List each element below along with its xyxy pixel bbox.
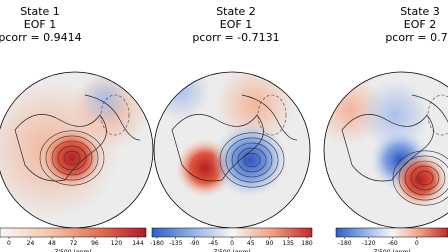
contour bbox=[410, 165, 440, 191]
panel-title: pcorr = 0.9414 bbox=[0, 31, 82, 44]
colorbar-tick-label: -60 bbox=[388, 240, 398, 247]
contour bbox=[225, 137, 279, 183]
contour bbox=[51, 140, 93, 176]
anomaly bbox=[40, 126, 104, 190]
contour bbox=[63, 150, 81, 166]
colorbar-tick-label: 90 bbox=[266, 240, 274, 247]
contour bbox=[57, 145, 87, 171]
colorbar-tick-label: 144 bbox=[132, 240, 144, 247]
panel-title: State 1 bbox=[20, 5, 60, 18]
coastline bbox=[241, 94, 298, 141]
map bbox=[0, 72, 153, 228]
colorbar-tick-label: -135 bbox=[169, 240, 183, 247]
colorbar-tick-label: -120 bbox=[362, 240, 376, 247]
colorbar-tick-label: 0 bbox=[7, 240, 11, 247]
anomaly bbox=[392, 152, 448, 208]
coastline bbox=[84, 94, 141, 141]
colorbar-tick-label: -90 bbox=[190, 240, 200, 247]
map bbox=[154, 72, 310, 228]
colorbar bbox=[0, 227, 147, 238]
contour bbox=[231, 142, 273, 178]
coastline bbox=[171, 114, 264, 182]
contour bbox=[398, 155, 448, 201]
colorbar-tick-label: 180 bbox=[301, 240, 313, 247]
coastline bbox=[411, 94, 448, 141]
colorbar-tick-label: 45 bbox=[247, 240, 255, 247]
contour-dashed bbox=[257, 94, 287, 136]
coastline bbox=[341, 114, 434, 182]
panel-title: pcorr = 0.74 bbox=[385, 31, 448, 44]
colorbar-tick-label: 135 bbox=[283, 240, 295, 247]
contour-dashed bbox=[427, 94, 448, 136]
colorbar-tick-label: 120 bbox=[111, 240, 123, 247]
colorbar bbox=[151, 227, 313, 238]
colorbar-tick-label: 0 bbox=[415, 240, 419, 247]
panel-title: EOF 1 bbox=[24, 18, 56, 31]
contour bbox=[404, 160, 446, 196]
contour bbox=[237, 147, 267, 173]
colorbar-tick-label: 0 bbox=[230, 240, 234, 247]
anomaly bbox=[360, 80, 430, 150]
colorbar-tick-label: 96 bbox=[91, 240, 99, 247]
anomaly bbox=[80, 75, 130, 125]
panel-title: State 2 bbox=[216, 5, 256, 18]
anomaly bbox=[212, 122, 288, 198]
colorbar-label: Z'500 (gpm) bbox=[213, 249, 250, 252]
contour-dashed bbox=[100, 94, 130, 136]
contour bbox=[243, 152, 261, 168]
panel-title: pcorr = -0.7131 bbox=[192, 31, 279, 44]
colorbar-label: Z'500 (gpm) bbox=[54, 249, 91, 252]
colorbar-tick-label: -180 bbox=[150, 240, 164, 247]
contour bbox=[219, 132, 285, 188]
colorbar-tick-label: 72 bbox=[70, 240, 78, 247]
map bbox=[324, 72, 448, 228]
coastline bbox=[14, 114, 107, 182]
colorbar-label: Z'500 (gpm) bbox=[373, 249, 410, 252]
contour bbox=[416, 170, 434, 186]
contour bbox=[39, 130, 105, 186]
panel-title: EOF 1 bbox=[220, 18, 252, 31]
panel-title: State 3 bbox=[400, 5, 440, 18]
colorbar-tick-label: -180 bbox=[338, 240, 352, 247]
colorbar-tick-label: 48 bbox=[48, 240, 56, 247]
contour bbox=[45, 135, 99, 181]
colorbar-tick-label: 24 bbox=[27, 240, 35, 247]
panel-title: EOF 2 bbox=[404, 18, 436, 31]
anomaly bbox=[154, 72, 210, 120]
colorbar-tick-label: -45 bbox=[208, 240, 218, 247]
colorbar bbox=[335, 227, 448, 238]
